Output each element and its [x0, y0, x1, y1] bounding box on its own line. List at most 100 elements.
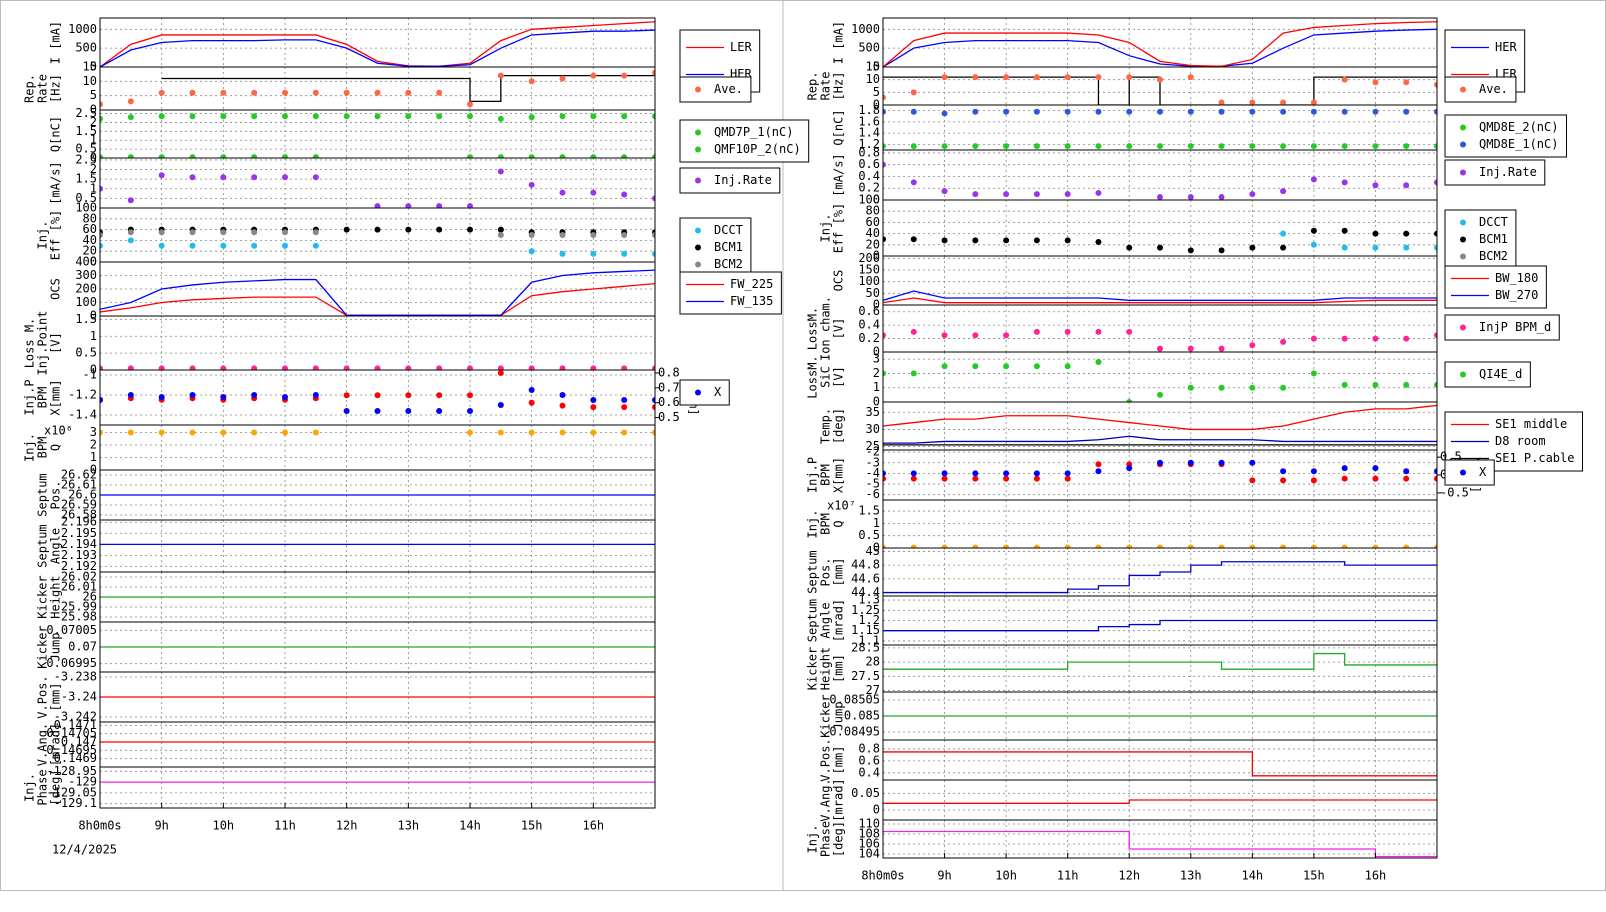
data-point: [528, 429, 535, 436]
data-point: [1280, 143, 1287, 150]
panel-frame: [882, 819, 1438, 859]
y-axis-label: Jump: [49, 633, 63, 662]
data-point: [1249, 342, 1256, 349]
data-point: [910, 236, 917, 243]
data-point: [374, 113, 381, 120]
y-tick-label: 200: [75, 282, 97, 296]
y-tick-label: 0.5: [858, 528, 880, 542]
legend-marker: [1460, 236, 1466, 243]
series-line: [883, 751, 1437, 777]
data-point: [189, 365, 196, 370]
data-point: [1341, 108, 1348, 115]
y-tick-label: 2.5: [75, 152, 97, 166]
y2-tick-label: 0.7: [658, 380, 680, 394]
x-tick-label: 11h: [274, 819, 296, 833]
data-point: [528, 399, 535, 406]
data-point: [282, 429, 288, 436]
y-tick-label: 1.5: [75, 172, 97, 186]
data-point: [343, 113, 350, 120]
y-tick-label: 0: [90, 463, 97, 477]
data-point: [910, 328, 917, 335]
data-point: [559, 392, 566, 398]
y-axis-label: [mm]: [832, 746, 846, 775]
y-axis-label: [V]: [832, 366, 846, 388]
data-point: [1033, 475, 1040, 482]
data-point: [1157, 391, 1163, 398]
data-point: [559, 154, 566, 158]
y-tick-label: 1: [90, 450, 97, 464]
x-tick-label: 16h: [1365, 869, 1387, 883]
data-point: [590, 429, 597, 436]
data-point: [158, 365, 165, 370]
legend-label: QMD7P_1(nC): [714, 125, 793, 139]
y-axis-label: Phase: [819, 821, 833, 857]
data-point: [528, 365, 535, 370]
y-tick-label: 0.6: [858, 304, 880, 318]
legend-marker: [1460, 169, 1466, 176]
y-axis-label: Eff [%]: [49, 210, 63, 261]
y-tick-label: 15: [866, 60, 880, 74]
data-point: [972, 191, 979, 198]
y-tick-label: 1000: [851, 22, 880, 36]
data-point: [1218, 459, 1225, 466]
panel-frame: [882, 149, 1438, 201]
y-tick-label: 20: [83, 244, 97, 258]
data-point: [1280, 188, 1287, 195]
data-point: [1157, 459, 1163, 466]
legend-marker: [1460, 219, 1466, 226]
x-tick-label: 11h: [1057, 869, 1079, 883]
data-point: [941, 544, 948, 548]
data-point: [652, 429, 655, 436]
y-tick-label: -3.24: [61, 690, 97, 704]
y-tick-label: 0.14695: [46, 743, 97, 757]
panel-frame: [99, 207, 656, 263]
y-axis-label: I [mA]: [49, 21, 63, 64]
data-point: [100, 115, 103, 122]
panel-frame: [99, 424, 656, 471]
y-axis-label: Inj.: [806, 510, 820, 539]
data-point: [1372, 465, 1379, 472]
data-point: [652, 397, 655, 403]
data-point: [590, 189, 597, 196]
data-point: [100, 232, 103, 238]
data-point: [621, 429, 628, 436]
data-point: [652, 404, 655, 411]
y-axis-label: Q[nC]: [832, 109, 846, 145]
series-line: [883, 21, 1437, 67]
y-tick-label: 0.5: [75, 142, 97, 156]
data-point: [528, 248, 535, 255]
data-point: [590, 113, 597, 120]
data-point: [282, 365, 288, 370]
data-point: [1372, 143, 1379, 150]
y-axis-label: [deg]: [832, 408, 846, 444]
data-point: [1249, 99, 1256, 105]
data-point: [1403, 79, 1410, 86]
data-point: [343, 408, 350, 414]
data-point: [910, 143, 917, 150]
y-tick-label: 150: [858, 263, 880, 277]
data-point: [1434, 544, 1437, 548]
y-axis-label: Q: [832, 520, 846, 527]
data-point: [1218, 544, 1225, 548]
series-line: [100, 282, 655, 316]
y-tick-label: -1.4: [68, 408, 97, 422]
data-point: [158, 242, 165, 249]
data-point: [1218, 384, 1225, 391]
y-axis-label: Inj.P: [23, 379, 37, 415]
y-tick-label: 0.07: [68, 640, 97, 654]
legend-marker: [695, 86, 701, 93]
legend-marker: [695, 261, 701, 268]
legend-label: BCM1: [714, 240, 743, 254]
data-point: [1434, 244, 1437, 251]
data-point: [1249, 244, 1256, 251]
y-axis-label: Angle: [49, 528, 63, 564]
data-point: [1249, 191, 1256, 198]
legend-box: [1444, 361, 1531, 388]
y-axis-label: Rate: [819, 72, 833, 101]
data-point: [127, 197, 134, 204]
panel-frame: [882, 644, 1438, 693]
data-point: [1003, 470, 1010, 477]
data-point: [883, 332, 886, 339]
panel-frame: [99, 17, 656, 68]
data-point: [1003, 191, 1010, 198]
